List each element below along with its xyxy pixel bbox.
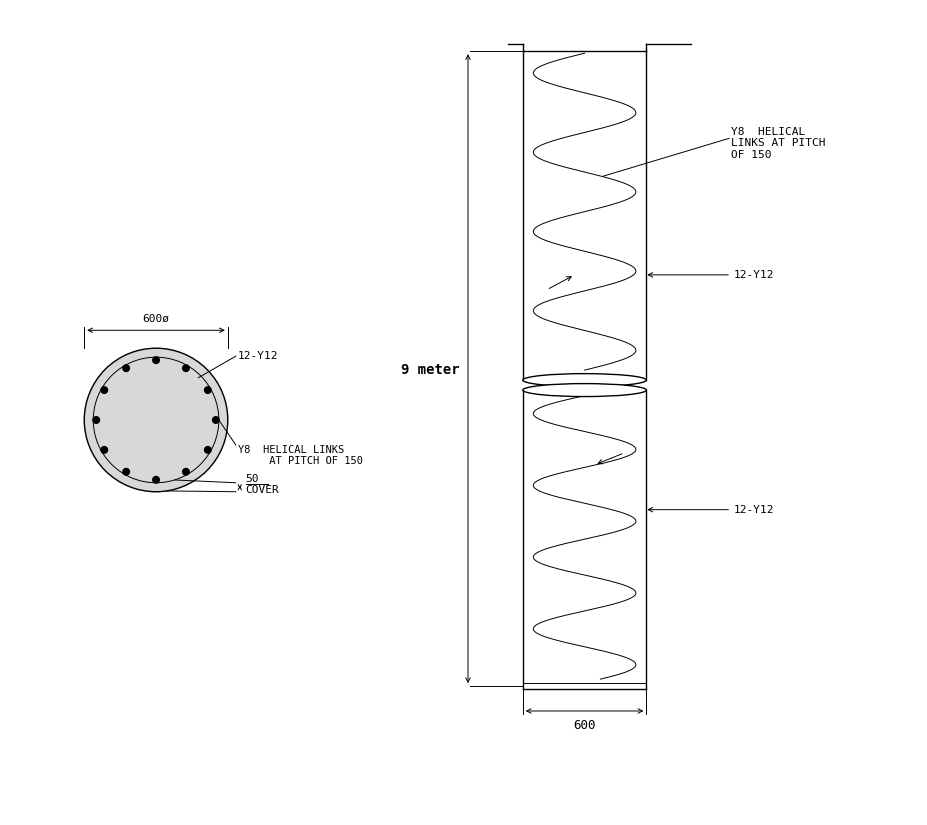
Text: 50: 50 <box>246 474 260 484</box>
Ellipse shape <box>593 382 612 391</box>
Text: 600: 600 <box>573 719 596 732</box>
Text: 9 meter: 9 meter <box>401 363 460 377</box>
Ellipse shape <box>523 374 646 387</box>
Circle shape <box>153 477 159 483</box>
Ellipse shape <box>593 380 612 388</box>
Circle shape <box>93 417 99 423</box>
Text: 12-Y12: 12-Y12 <box>734 505 775 515</box>
Circle shape <box>153 357 159 364</box>
Ellipse shape <box>558 382 576 391</box>
Circle shape <box>101 387 108 394</box>
Circle shape <box>101 446 108 453</box>
Text: 600ø: 600ø <box>143 314 170 323</box>
Circle shape <box>84 348 228 492</box>
Text: 12-Y12: 12-Y12 <box>734 270 775 280</box>
Circle shape <box>123 365 130 371</box>
Circle shape <box>183 365 189 371</box>
Circle shape <box>183 469 189 475</box>
Circle shape <box>205 446 211 453</box>
Text: 12-Y12: 12-Y12 <box>237 351 278 361</box>
Ellipse shape <box>558 380 576 388</box>
Circle shape <box>205 387 211 394</box>
Circle shape <box>123 469 130 475</box>
Text: Y8  HELICAL
LINKS AT PITCH
OF 150: Y8 HELICAL LINKS AT PITCH OF 150 <box>731 127 826 160</box>
Ellipse shape <box>523 384 646 397</box>
Text: COVER: COVER <box>246 485 279 495</box>
Text: Y8  HELICAL LINKS
     AT PITCH OF 150: Y8 HELICAL LINKS AT PITCH OF 150 <box>237 445 362 466</box>
Circle shape <box>212 417 219 423</box>
